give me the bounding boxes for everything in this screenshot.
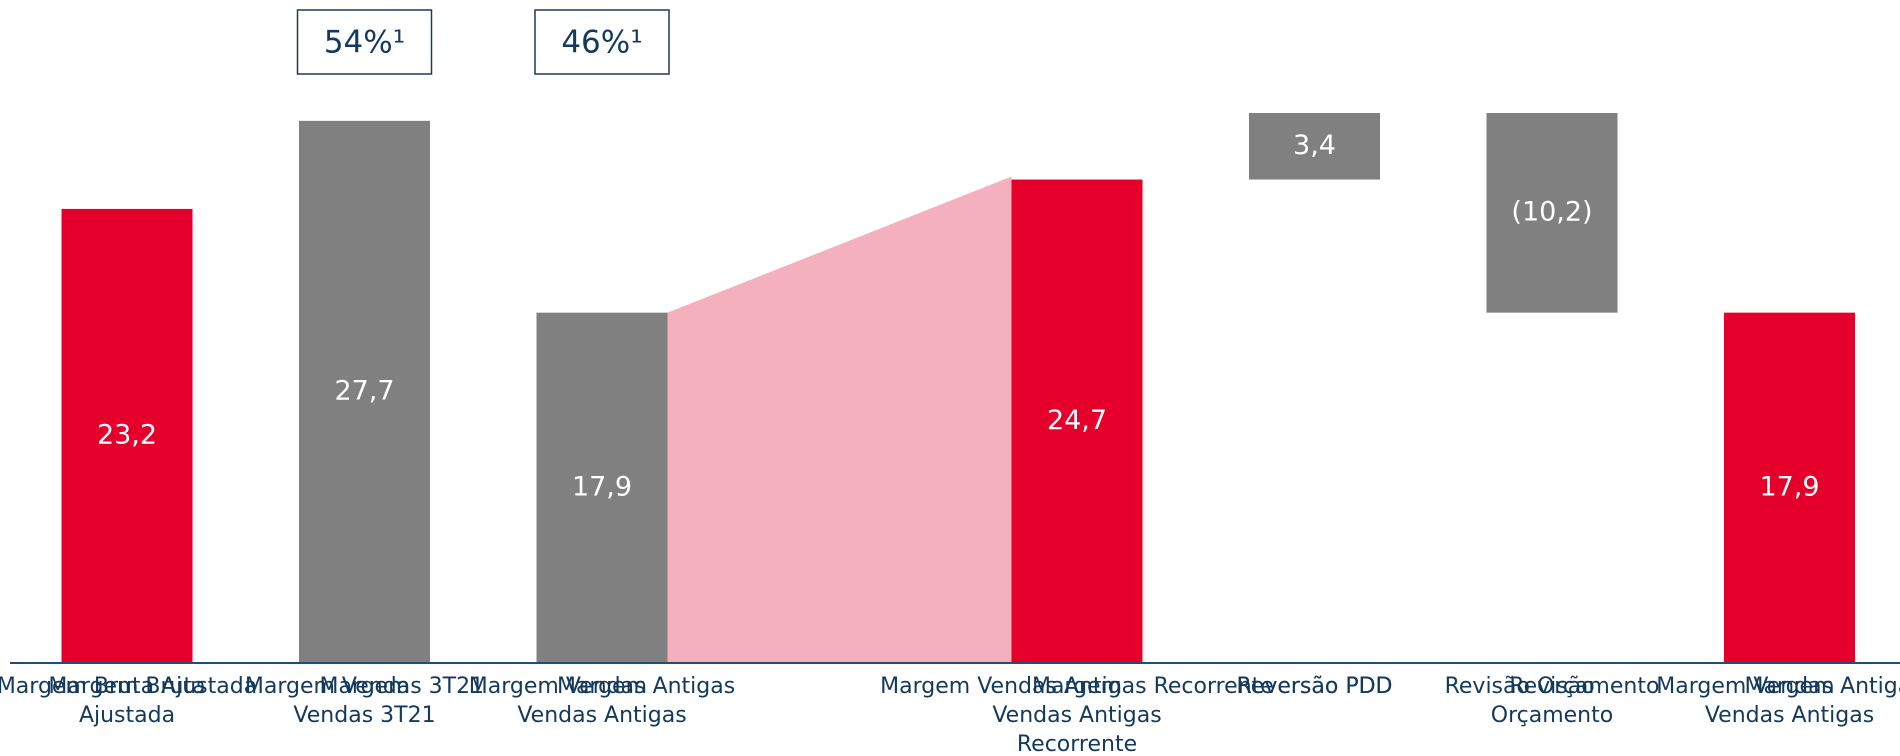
x-tick-label-line: Reversão PDD [1237,674,1393,699]
value-label: 27,7 [334,375,394,406]
bar [61,208,193,663]
x-tick-label-line: Vendas Antigas [1705,703,1874,728]
value-label: 17,9 [572,471,632,502]
annotation: 54%¹ [324,25,405,61]
bar [1724,312,1855,663]
value-label: 3,4 [1293,130,1336,161]
x-tick-label-line: Vendas 3T21 [293,703,435,728]
x-tick-label: Margem Bruta AjustadaMargem Bruta Ajustad… [0,674,257,728]
x-tick-label-line: Margem [319,674,409,699]
x-tick-label-line: Vendas Antigas [517,703,686,728]
x-tick-label: Margem Vendas Antigas RecorrenteMargem Ve… [880,674,1274,756]
annotation: 46%¹ [561,25,642,61]
x-tick-label-line: Margem Bruta [48,674,205,699]
x-tick-label: Revisão OrçamentoRevisão Orçamento [1445,674,1660,728]
value-label: 23,2 [97,419,157,450]
annotation-box [296,9,433,75]
x-tick-label-line: Recorrente [1017,732,1137,756]
x-tick-label: Margem Vendas 3T21Margem Vendas 3T21 [245,674,484,728]
connector-area [667,176,1012,664]
x-tick-label-line: Margem [1032,674,1122,699]
value-label: 24,7 [1047,405,1107,436]
x-tick-label-line: Margem [1744,674,1834,699]
bar [1011,179,1143,664]
x-tick-label-line: Revisão [1509,674,1594,699]
x-tick-label-line: Orçamento [1491,703,1613,728]
x-tick-label: Reversão PDDReversão PDD [1237,674,1393,699]
bar [299,120,430,664]
annotation-box [534,9,670,75]
value-label: (10,2) [1511,196,1592,227]
x-tick-label-line: Vendas Antigas [992,703,1161,728]
x-tick-label-line: Margem [557,674,647,699]
x-tick-label: Margem Vendas AntigasMargem Vendas Antiga… [1656,674,1900,728]
value-label: 17,9 [1759,471,1819,502]
x-tick-label: Margem Vendas AntigasMargem Vendas Antiga… [469,674,735,728]
bar [1249,113,1380,180]
x-tick-label-line: Ajustada [79,703,175,728]
bar [536,312,668,663]
bar [1486,113,1618,313]
